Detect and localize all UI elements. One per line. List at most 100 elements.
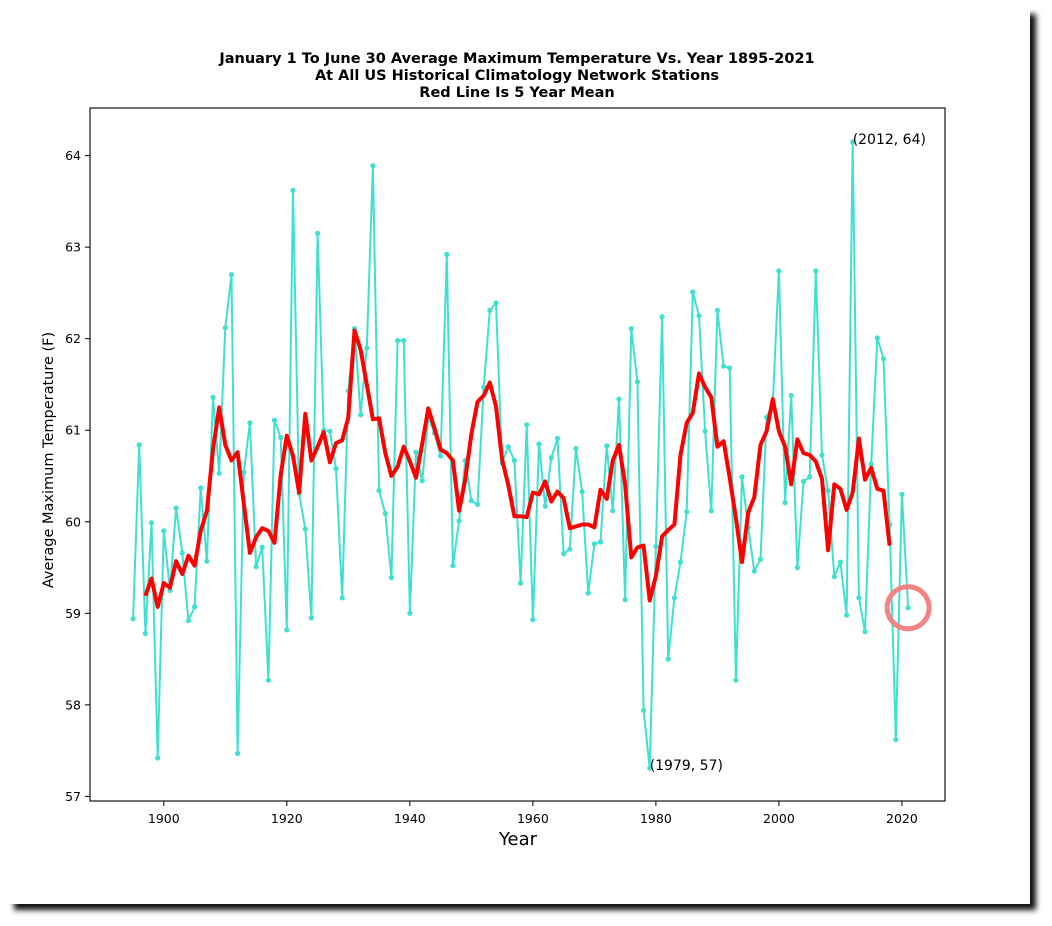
annual-point	[530, 617, 536, 623]
annual-point	[407, 610, 413, 616]
annual-point	[210, 394, 216, 400]
annual-point	[327, 428, 333, 434]
annual-point	[474, 501, 481, 507]
annual-point	[302, 526, 308, 532]
annual-point	[671, 595, 678, 601]
annotation-max: (2012, 64)	[853, 132, 926, 148]
annual-point	[825, 488, 831, 494]
annual-point	[868, 461, 874, 467]
annual-point	[585, 590, 591, 596]
annual-point	[554, 435, 561, 442]
five-year-mean-line	[143, 328, 892, 609]
annual-point	[241, 469, 247, 475]
annual-point	[591, 541, 598, 547]
annual-point	[794, 565, 801, 571]
annual-point	[628, 326, 634, 332]
annual-point	[142, 630, 148, 637]
annual-point	[511, 457, 517, 464]
annual-point	[148, 520, 155, 526]
x-tick-label: 1920	[271, 811, 303, 826]
annual-point	[179, 550, 185, 556]
annual-point	[450, 563, 456, 569]
annual-point	[856, 595, 862, 601]
annual-point	[136, 442, 142, 448]
plot-area	[89, 107, 946, 802]
annual-point	[653, 543, 659, 550]
annual-point	[185, 618, 191, 624]
x-tick-label: 2000	[763, 811, 795, 826]
x-tick-label: 1980	[640, 811, 672, 826]
annual-point	[893, 737, 899, 743]
annual-point	[259, 544, 265, 551]
annual-point	[339, 595, 345, 601]
annual-point	[561, 551, 567, 557]
annual-point	[505, 444, 511, 450]
chart-title-line-3: Red Line Is 5 Year Mean	[419, 85, 614, 101]
annual-point	[395, 337, 401, 344]
annual-point	[548, 455, 554, 461]
annual-point	[844, 612, 850, 618]
plot-frame	[89, 107, 946, 802]
annual-point	[413, 449, 419, 455]
annual-point	[567, 546, 573, 552]
x-tick-label: 1900	[148, 811, 180, 826]
y-tick-label: 64	[65, 148, 81, 163]
annual-point	[899, 491, 905, 497]
annual-point	[616, 396, 622, 402]
y-tick-label: 62	[65, 331, 81, 346]
annual-point	[542, 503, 548, 509]
annual-point	[204, 558, 210, 564]
annual-point	[757, 556, 764, 562]
annual-point	[438, 453, 444, 459]
annual-point	[597, 539, 604, 545]
annual-point	[536, 441, 542, 447]
annual-point	[610, 508, 616, 514]
annual-point	[388, 575, 394, 581]
annual-point	[831, 574, 837, 580]
annual-point	[284, 627, 290, 633]
annual-point	[641, 707, 647, 714]
x-tick-label: 1940	[394, 811, 426, 826]
annual-point	[382, 510, 388, 517]
annual-point	[308, 615, 314, 621]
annual-point	[364, 345, 370, 351]
annual-point	[401, 337, 407, 344]
y-tick-label: 59	[65, 606, 81, 621]
annual-point	[493, 300, 499, 306]
annual-point	[315, 230, 321, 236]
annual-point	[776, 268, 782, 274]
annual-point	[376, 488, 382, 494]
chart-title-line-2: At All US Historical Climatology Network…	[315, 68, 719, 84]
annual-point	[788, 392, 794, 399]
annual-point	[677, 559, 684, 565]
annual-point	[647, 765, 653, 771]
annual-point	[518, 580, 524, 586]
annual-point	[130, 616, 136, 622]
chart: January 1 To June 30 Average Maximum Tem…	[41, 51, 946, 850]
annual-point	[850, 139, 856, 145]
annual-point	[487, 307, 493, 313]
annual-point	[216, 470, 222, 476]
annual-point	[222, 325, 228, 331]
annual-point	[874, 335, 880, 341]
annual-point	[702, 428, 708, 434]
annual-point	[524, 422, 530, 428]
annual-point	[278, 435, 284, 441]
annual-point	[727, 365, 733, 371]
y-axis: 57 58 59 60 61 62 63 64	[65, 148, 90, 804]
annual-point	[228, 272, 235, 278]
annual-point	[634, 379, 641, 385]
annual-point	[456, 518, 462, 524]
annual-point	[198, 485, 204, 491]
annual-point	[721, 363, 727, 369]
annual-point	[813, 268, 819, 274]
annual-point	[714, 307, 721, 313]
annual-point	[622, 597, 628, 603]
annual-point	[290, 187, 296, 193]
x-tick-label: 1960	[517, 811, 549, 826]
annual-series-line	[132, 140, 910, 769]
annual-point	[192, 604, 198, 610]
y-axis-label: Average Maximum Temperature (F)	[41, 332, 57, 588]
annual-point	[684, 509, 690, 515]
annual-point	[161, 528, 167, 534]
